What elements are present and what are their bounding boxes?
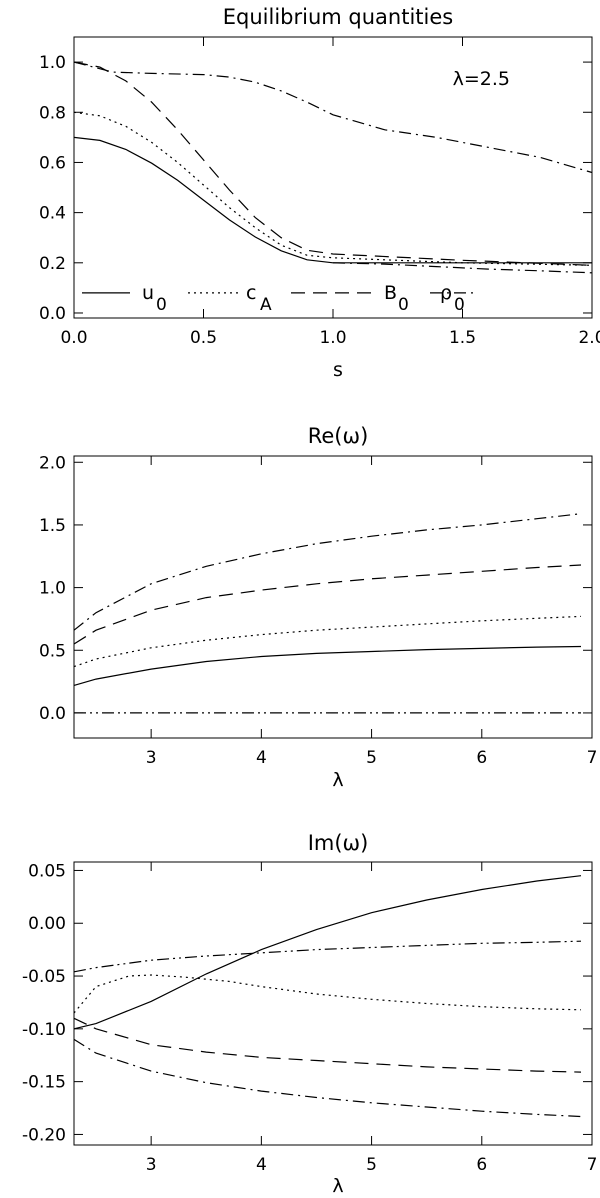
plot-frame: [73, 36, 593, 319]
legend-label-subscript: 0: [156, 295, 167, 315]
x-tick-label: 5: [366, 1155, 377, 1175]
panel-title: Equilibrium quantities: [223, 5, 453, 29]
series-line-dashed: [73, 1017, 582, 1073]
x-tick-label: 6: [476, 748, 487, 768]
legend-label: B: [384, 282, 397, 304]
x-tick-label: 1.0: [319, 328, 346, 348]
im-omega-panel: Im(ω) λ 3 4 5 6 7 0.05 0.00 -0.05 -0.10 -0.15 -0.2…: [22, 831, 597, 1197]
y-tick-label: -0.05: [22, 967, 66, 987]
legend-label: ρ: [440, 282, 452, 304]
y-tick-label: -0.20: [22, 1125, 66, 1145]
series-line-dashed: [73, 61, 593, 266]
panel-title: Re(ω): [308, 424, 369, 448]
x-tick-label: 2.0: [578, 328, 600, 348]
series-line-solid: [73, 645, 582, 686]
series-line-dotted: [73, 974, 582, 1014]
plot-frame: [73, 455, 593, 739]
y-tick-label: 1.5: [39, 516, 66, 536]
x-tick-label: 5: [366, 748, 377, 768]
series-line-dotted: [73, 111, 593, 266]
y-tick-label: -0.15: [22, 1073, 66, 1093]
y-tick-label: 0.8: [39, 103, 66, 123]
legend-label-subscript: 0: [454, 295, 465, 315]
y-tick-label: 0.00: [28, 914, 66, 934]
series-line-dashdot: [332, 262, 593, 274]
lambda-annotation: λ=2.5: [453, 68, 510, 90]
x-tick-label: 0.0: [60, 328, 87, 348]
panel-title: Im(ω): [308, 831, 369, 855]
x-axis-label: λ: [332, 1175, 343, 1197]
y-tick-label: 0.05: [28, 861, 66, 881]
x-tick-label: 7: [587, 748, 598, 768]
series-line-dotted: [73, 615, 582, 668]
series-line-solid: [73, 136, 592, 264]
equilibrium-quantities-panel: Equilibrium quantities s λ=2.5 0.0 0.5 1.0…: [39, 5, 600, 381]
y-tick-label: 0.2: [39, 254, 66, 274]
x-tick-label: 4: [256, 748, 267, 768]
legend-label: c: [246, 282, 256, 304]
series-line-dashdot: [73, 1038, 582, 1118]
x-tick-label: 6: [476, 1155, 487, 1175]
y-tick-label: 0.0: [39, 704, 66, 724]
y-tick-label: 2.0: [39, 453, 66, 473]
x-axis-label: s: [333, 359, 343, 381]
x-tick-label: 1.5: [449, 328, 476, 348]
y-tick-label: 1.0: [39, 579, 66, 599]
x-tick-label: 7: [587, 1155, 598, 1175]
y-tick-label: 0.5: [39, 641, 66, 661]
y-tick-label: 0.4: [39, 204, 66, 224]
x-tick-label: 0.5: [190, 328, 217, 348]
legend-label-subscript: 0: [398, 295, 409, 315]
series-line-dashed: [73, 564, 582, 645]
re-omega-panel: Re(ω) λ 3 4 5 6 7 0.0 0.5 1.0 1.5 2.0: [39, 424, 597, 791]
series-line-dashdot: [73, 513, 582, 631]
legend-label: u: [142, 282, 154, 304]
legend-label-subscript: A: [260, 295, 272, 315]
x-tick-label: 3: [146, 748, 157, 768]
plot-frame: [73, 861, 593, 1146]
series-line-dashdot: [73, 61, 593, 174]
x-axis-label: λ: [332, 769, 343, 791]
series-line-dashdotdot: [73, 940, 582, 973]
y-tick-label: 0.6: [39, 153, 66, 173]
x-tick-label: 4: [256, 1155, 267, 1175]
y-tick-label: 0.0: [39, 304, 66, 324]
y-tick-label: -0.10: [22, 1020, 66, 1040]
y-tick-label: 1.0: [39, 53, 66, 73]
x-tick-label: 3: [146, 1155, 157, 1175]
series-line-solid: [73, 875, 582, 1030]
